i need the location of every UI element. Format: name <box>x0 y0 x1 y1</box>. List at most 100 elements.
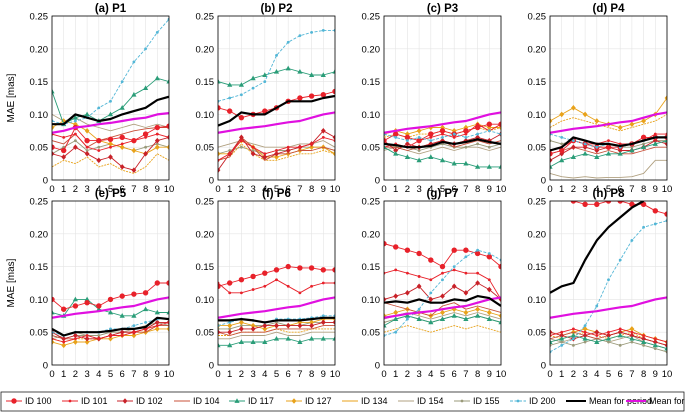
y-tick-label: 0.25 <box>528 197 547 208</box>
point-id-101 <box>595 334 599 337</box>
point-id-117 <box>550 339 553 344</box>
point-id-117 <box>463 160 469 166</box>
point-id-117 <box>416 157 422 163</box>
point-id-127 <box>629 326 635 332</box>
point-id-101 <box>572 327 575 331</box>
point-id-127 <box>61 342 67 349</box>
x-tick-label: 2 <box>571 184 576 195</box>
x-tick-label: 8 <box>475 184 480 195</box>
point-id-102 <box>73 144 78 150</box>
point-id-102 <box>664 342 667 349</box>
point-id-127 <box>641 118 646 124</box>
point-id-101 <box>310 142 313 146</box>
point-id-200 <box>487 129 491 133</box>
point-id-117 <box>550 164 553 169</box>
y-tick-label: 0.25 <box>30 197 49 208</box>
point-id-101 <box>97 149 101 152</box>
point-id-117 <box>664 345 667 351</box>
legend-label-id-117: ID 117 <box>248 396 274 406</box>
x-tick-label: 7 <box>463 369 468 380</box>
point-id-117 <box>320 335 326 341</box>
point-id-127 <box>486 309 492 316</box>
x-tick-label: 3 <box>416 184 421 195</box>
x-tick-label: 6 <box>120 184 125 195</box>
point-id-100 <box>107 296 114 303</box>
point-id-117 <box>154 309 160 315</box>
point-id-155 <box>240 145 243 149</box>
point-id-100 <box>84 299 90 306</box>
x-tick-label: 5 <box>606 184 611 195</box>
point-id-102 <box>428 296 434 303</box>
x-tick-label: 1 <box>61 369 66 380</box>
point-id-101 <box>630 330 634 334</box>
point-id-117 <box>52 88 55 94</box>
point-id-102 <box>475 280 480 286</box>
series-group <box>550 201 667 354</box>
x-tick-label: 1 <box>227 369 232 380</box>
point-id-102 <box>262 154 268 160</box>
y-tick-label: 0.10 <box>30 110 49 121</box>
point-id-117 <box>154 75 160 81</box>
y-tick-label: 0 <box>209 361 214 372</box>
point-id-117 <box>218 78 221 84</box>
point-id-155 <box>464 145 468 149</box>
point-id-127 <box>84 339 90 345</box>
point-id-200 <box>642 225 645 229</box>
x-tick-label: 4 <box>594 369 599 380</box>
point-id-100 <box>227 280 233 286</box>
point-id-102 <box>218 329 221 335</box>
y-tick-label: 0.05 <box>528 143 547 154</box>
point-id-117 <box>119 313 125 318</box>
point-id-200 <box>618 258 622 262</box>
point-id-102 <box>451 283 457 290</box>
point-id-101 <box>74 337 77 341</box>
point-id-117 <box>486 164 492 169</box>
y-tick-label: 0.05 <box>528 328 547 339</box>
point-id-155 <box>572 343 575 347</box>
point-id-127 <box>250 322 256 329</box>
point-id-100 <box>428 257 434 263</box>
point-id-100 <box>297 95 303 101</box>
point-id-200 <box>240 93 243 97</box>
point-id-127 <box>154 326 160 332</box>
point-id-101 <box>251 288 255 291</box>
point-id-101 <box>85 145 89 149</box>
y-tick-label: 0 <box>43 176 48 187</box>
x-tick-label: 10 <box>330 369 341 380</box>
point-id-101 <box>310 284 313 288</box>
point-id-100 <box>60 306 67 312</box>
point-id-200 <box>298 34 302 38</box>
point-id-117 <box>320 72 326 77</box>
point-id-100 <box>498 121 501 127</box>
point-id-101 <box>583 330 587 334</box>
point-id-101 <box>251 145 255 149</box>
point-id-101 <box>429 278 433 282</box>
point-id-100 <box>154 280 161 286</box>
point-id-102 <box>606 332 611 339</box>
point-id-200 <box>275 53 278 57</box>
point-id-200 <box>417 135 421 139</box>
point-id-100 <box>486 121 492 127</box>
point-id-155 <box>630 340 634 344</box>
point-id-100 <box>308 265 315 271</box>
point-id-101 <box>263 152 267 156</box>
point-id-200 <box>228 96 232 100</box>
point-id-117 <box>605 335 612 341</box>
point-id-117 <box>404 313 410 318</box>
point-id-102 <box>61 154 67 160</box>
point-id-127 <box>416 128 422 134</box>
point-id-102 <box>440 137 445 144</box>
series-line-id-104 <box>550 146 667 155</box>
x-tick-label: 8 <box>309 184 314 195</box>
panel-title: (c) P3 <box>427 3 458 15</box>
x-tick-label: 9 <box>321 369 326 380</box>
point-id-102 <box>96 157 102 164</box>
point-id-200 <box>321 29 325 32</box>
point-id-102 <box>393 147 399 154</box>
point-id-117 <box>439 316 446 321</box>
point-id-127 <box>73 339 78 345</box>
point-id-155 <box>560 340 564 344</box>
x-tick-label: 8 <box>641 369 646 380</box>
point-id-100 <box>439 128 446 134</box>
point-id-101 <box>298 145 302 149</box>
